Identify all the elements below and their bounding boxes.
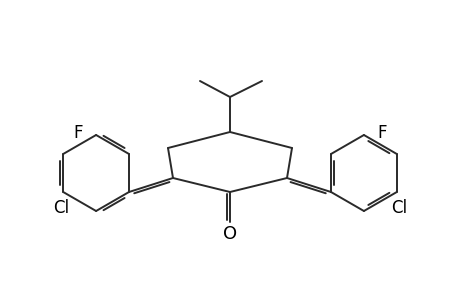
Text: O: O [223,225,236,243]
Text: F: F [376,124,386,142]
Text: Cl: Cl [390,199,406,217]
Text: F: F [73,124,83,142]
Text: Cl: Cl [53,199,69,217]
